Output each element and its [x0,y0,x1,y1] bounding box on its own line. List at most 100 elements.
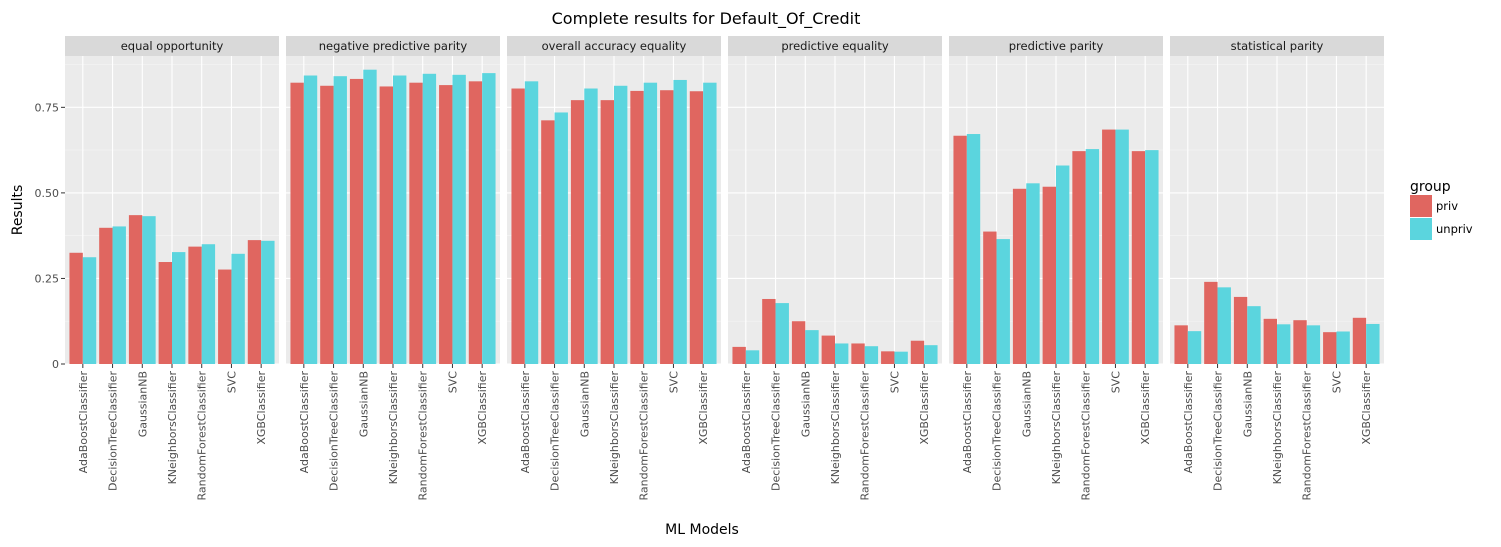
bar-unpriv [524,81,539,364]
bar-priv [1131,151,1146,364]
bar-unpriv [805,330,819,364]
x-tick-label: RandomForestClassifier [1301,371,1314,501]
bar-unpriv [1247,306,1261,364]
x-tick-label: KNeighborsClassifier [1271,371,1284,485]
bar-priv [570,100,585,364]
bar-priv [1042,186,1056,364]
facet-strip [949,36,1163,56]
bar-unpriv [82,257,97,364]
bar-priv [99,227,113,364]
bar-unpriv [172,252,186,364]
x-tick-label: XGBClassifier [918,371,931,445]
x-tick-label: XGBClassifier [1360,371,1373,445]
bar-priv [1204,281,1218,364]
y-tick-label: 0.75 [35,101,60,114]
y-tick-label: 0 [52,358,59,371]
bar-priv [1174,325,1188,364]
bar-unpriv [333,76,347,365]
bar-priv [349,78,364,364]
x-tick-label: AdaBoostClassifier [298,371,311,474]
facet-label: equal opportunity [121,39,224,53]
bar-priv [290,82,304,365]
bar-priv [247,240,262,364]
facet-label: predictive equality [781,39,889,53]
facet-panel: overall accuracy equality AdaBoostClassif… [507,36,721,501]
bar-unpriv [422,73,437,364]
x-tick-label: DecisionTreeClassifier [549,371,562,491]
bar-unpriv [745,350,760,364]
bar-unpriv [864,346,879,364]
bar-priv [600,100,614,364]
bar-priv [1102,129,1116,364]
bar-priv [910,340,925,364]
bar-priv [468,81,483,364]
bar-priv [732,346,746,364]
bar-unpriv [201,244,216,364]
x-tick-label: GaussianNB [1020,371,1033,437]
bar-priv [1323,332,1337,364]
facet-strip [65,36,279,56]
x-tick-label: RandomForestClassifier [638,371,651,501]
bar-priv [983,231,997,364]
bar-unpriv [1306,325,1321,364]
x-tick-label: DecisionTreeClassifier [328,371,341,491]
bar-priv [1072,151,1086,364]
facet-panel: statistical parity AdaBoostClassifier Deci… [1170,36,1384,501]
x-tick-label: KNeighborsClassifier [829,371,842,485]
bar-priv [1233,296,1248,364]
x-tick-label: SVC [446,371,459,394]
bar-unpriv [673,79,687,364]
bar-unpriv [1277,324,1291,364]
bar-unpriv [996,239,1010,364]
bar-priv [1293,320,1307,364]
legend-label-priv: priv [1436,199,1458,213]
chart-title: Complete results for Default_Of_Credit [552,9,861,29]
bar-priv [379,86,393,365]
bar-unpriv [1085,149,1100,364]
bar-unpriv [1187,331,1202,364]
bar-priv [541,120,555,365]
x-tick-label: DecisionTreeClassifier [991,371,1004,491]
bar-priv [320,85,334,365]
x-tick-label: AdaBoostClassifier [740,371,753,474]
facet-label: statistical parity [1231,39,1324,53]
bar-priv [660,90,674,364]
bar-priv [762,298,776,364]
bar-priv [128,215,143,364]
x-tick-label: KNeighborsClassifier [387,371,400,485]
bar-priv [188,246,202,364]
bar-priv [630,90,644,364]
x-tick-label: RandomForestClassifier [1080,371,1093,501]
bar-unpriv [894,351,908,364]
x-tick-label: RandomForestClassifier [417,371,430,501]
bar-priv [791,321,806,364]
facet-strip [507,36,721,56]
x-tick-label: RandomForestClassifier [196,371,209,501]
bar-unpriv [703,82,717,365]
bar-unpriv [393,75,407,365]
bar-unpriv [643,82,658,365]
bar-priv [511,88,525,364]
bar-priv [69,252,83,364]
x-tick-label: AdaBoostClassifier [519,371,532,474]
facet-panel: predictive parity AdaBoostClassifier Decis… [949,36,1163,501]
x-tick-label: GaussianNB [1241,371,1254,437]
bar-unpriv [584,88,598,364]
x-tick-label: AdaBoostClassifier [961,371,974,474]
x-tick-label: SVC [1330,371,1343,394]
bar-unpriv [142,216,156,364]
bar-unpriv [1056,165,1070,364]
x-tick-label: GaussianNB [578,371,591,437]
x-tick-label: SVC [888,371,901,394]
bar-priv [1012,188,1027,364]
bar-unpriv [112,226,126,364]
bar-unpriv [924,345,938,364]
bar-unpriv [1366,323,1380,364]
bar-priv [158,262,172,364]
x-tick-label: XGBClassifier [476,371,489,445]
x-tick-label: GaussianNB [799,371,812,437]
y-tick-label: 0.50 [35,187,60,200]
bar-unpriv [452,74,466,365]
facet-label: overall accuracy equality [542,39,687,53]
x-axis-title: ML Models [665,522,739,538]
